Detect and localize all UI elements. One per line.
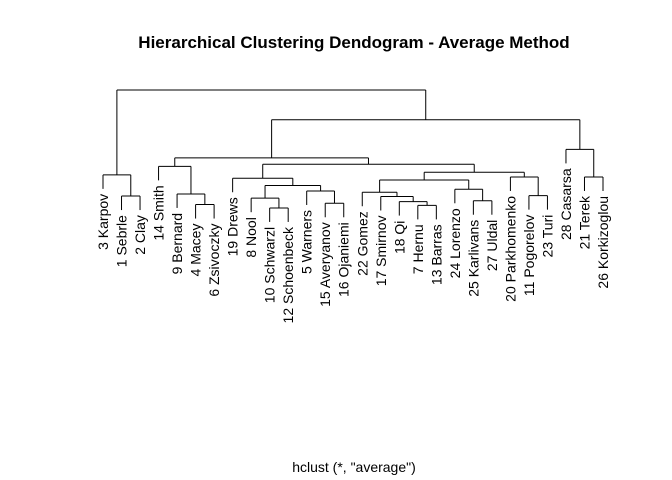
chart-title: Hierarchical Clustering Dendogram - Aver… <box>138 33 569 52</box>
leaf-label: 19 Drews <box>225 197 241 256</box>
leaf-label: 10 Schwarzl <box>262 227 278 303</box>
leaf-label: 17 Smirnov <box>373 215 389 286</box>
leaf-label: 2 Clay <box>132 215 148 255</box>
leaf-label: 22 Gomez <box>354 211 370 276</box>
leaf-label: 13 Barras <box>428 224 444 285</box>
leaf-label: 14 Smith <box>151 185 167 240</box>
leaf-label: 15 Averyanov <box>317 222 333 307</box>
leaf-label: 9 Bernard <box>169 213 185 274</box>
leaf-label: 1 Sebrle <box>114 215 130 267</box>
leaf-label: 28 Casarsa <box>558 168 574 240</box>
leaf-label: 5 Warners <box>299 210 315 274</box>
leaf-label: 18 Qi <box>391 221 407 254</box>
leaf-label: 21 Terek <box>576 195 592 249</box>
leaf-label: 7 Hernu <box>410 224 426 274</box>
leaf-labels: 3 Karpov 1 Sebrle 2 Clay 14 Smith 9 Bernard 4… <box>95 168 611 323</box>
leaf-label: 23 Turi <box>539 215 555 258</box>
leaf-label: 27 Uldal <box>484 220 500 271</box>
leaf-label: 16 Ojaniemi <box>336 222 352 297</box>
leaf-label: 20 Parkhomenko <box>502 196 518 302</box>
leaf-label: 12 Schoenbeck <box>280 226 296 324</box>
leaf-label: 26 Korkizoglou <box>595 196 611 289</box>
leaf-label: 24 Lorenzo <box>447 208 463 278</box>
leaf-label: 11 Pogorelov <box>521 215 537 296</box>
leaf-label: 3 Karpov <box>95 194 111 250</box>
leaf-label: 8 Nool <box>243 217 259 257</box>
leaf-label: 4 Macey <box>188 224 204 277</box>
x-axis-label: hclust (*, "average") <box>292 459 416 475</box>
leaf-label: 6 Zsivoczky <box>206 224 222 297</box>
dendrogram-branches <box>102 89 604 222</box>
leaf-label: 25 Karlivans <box>465 220 481 297</box>
